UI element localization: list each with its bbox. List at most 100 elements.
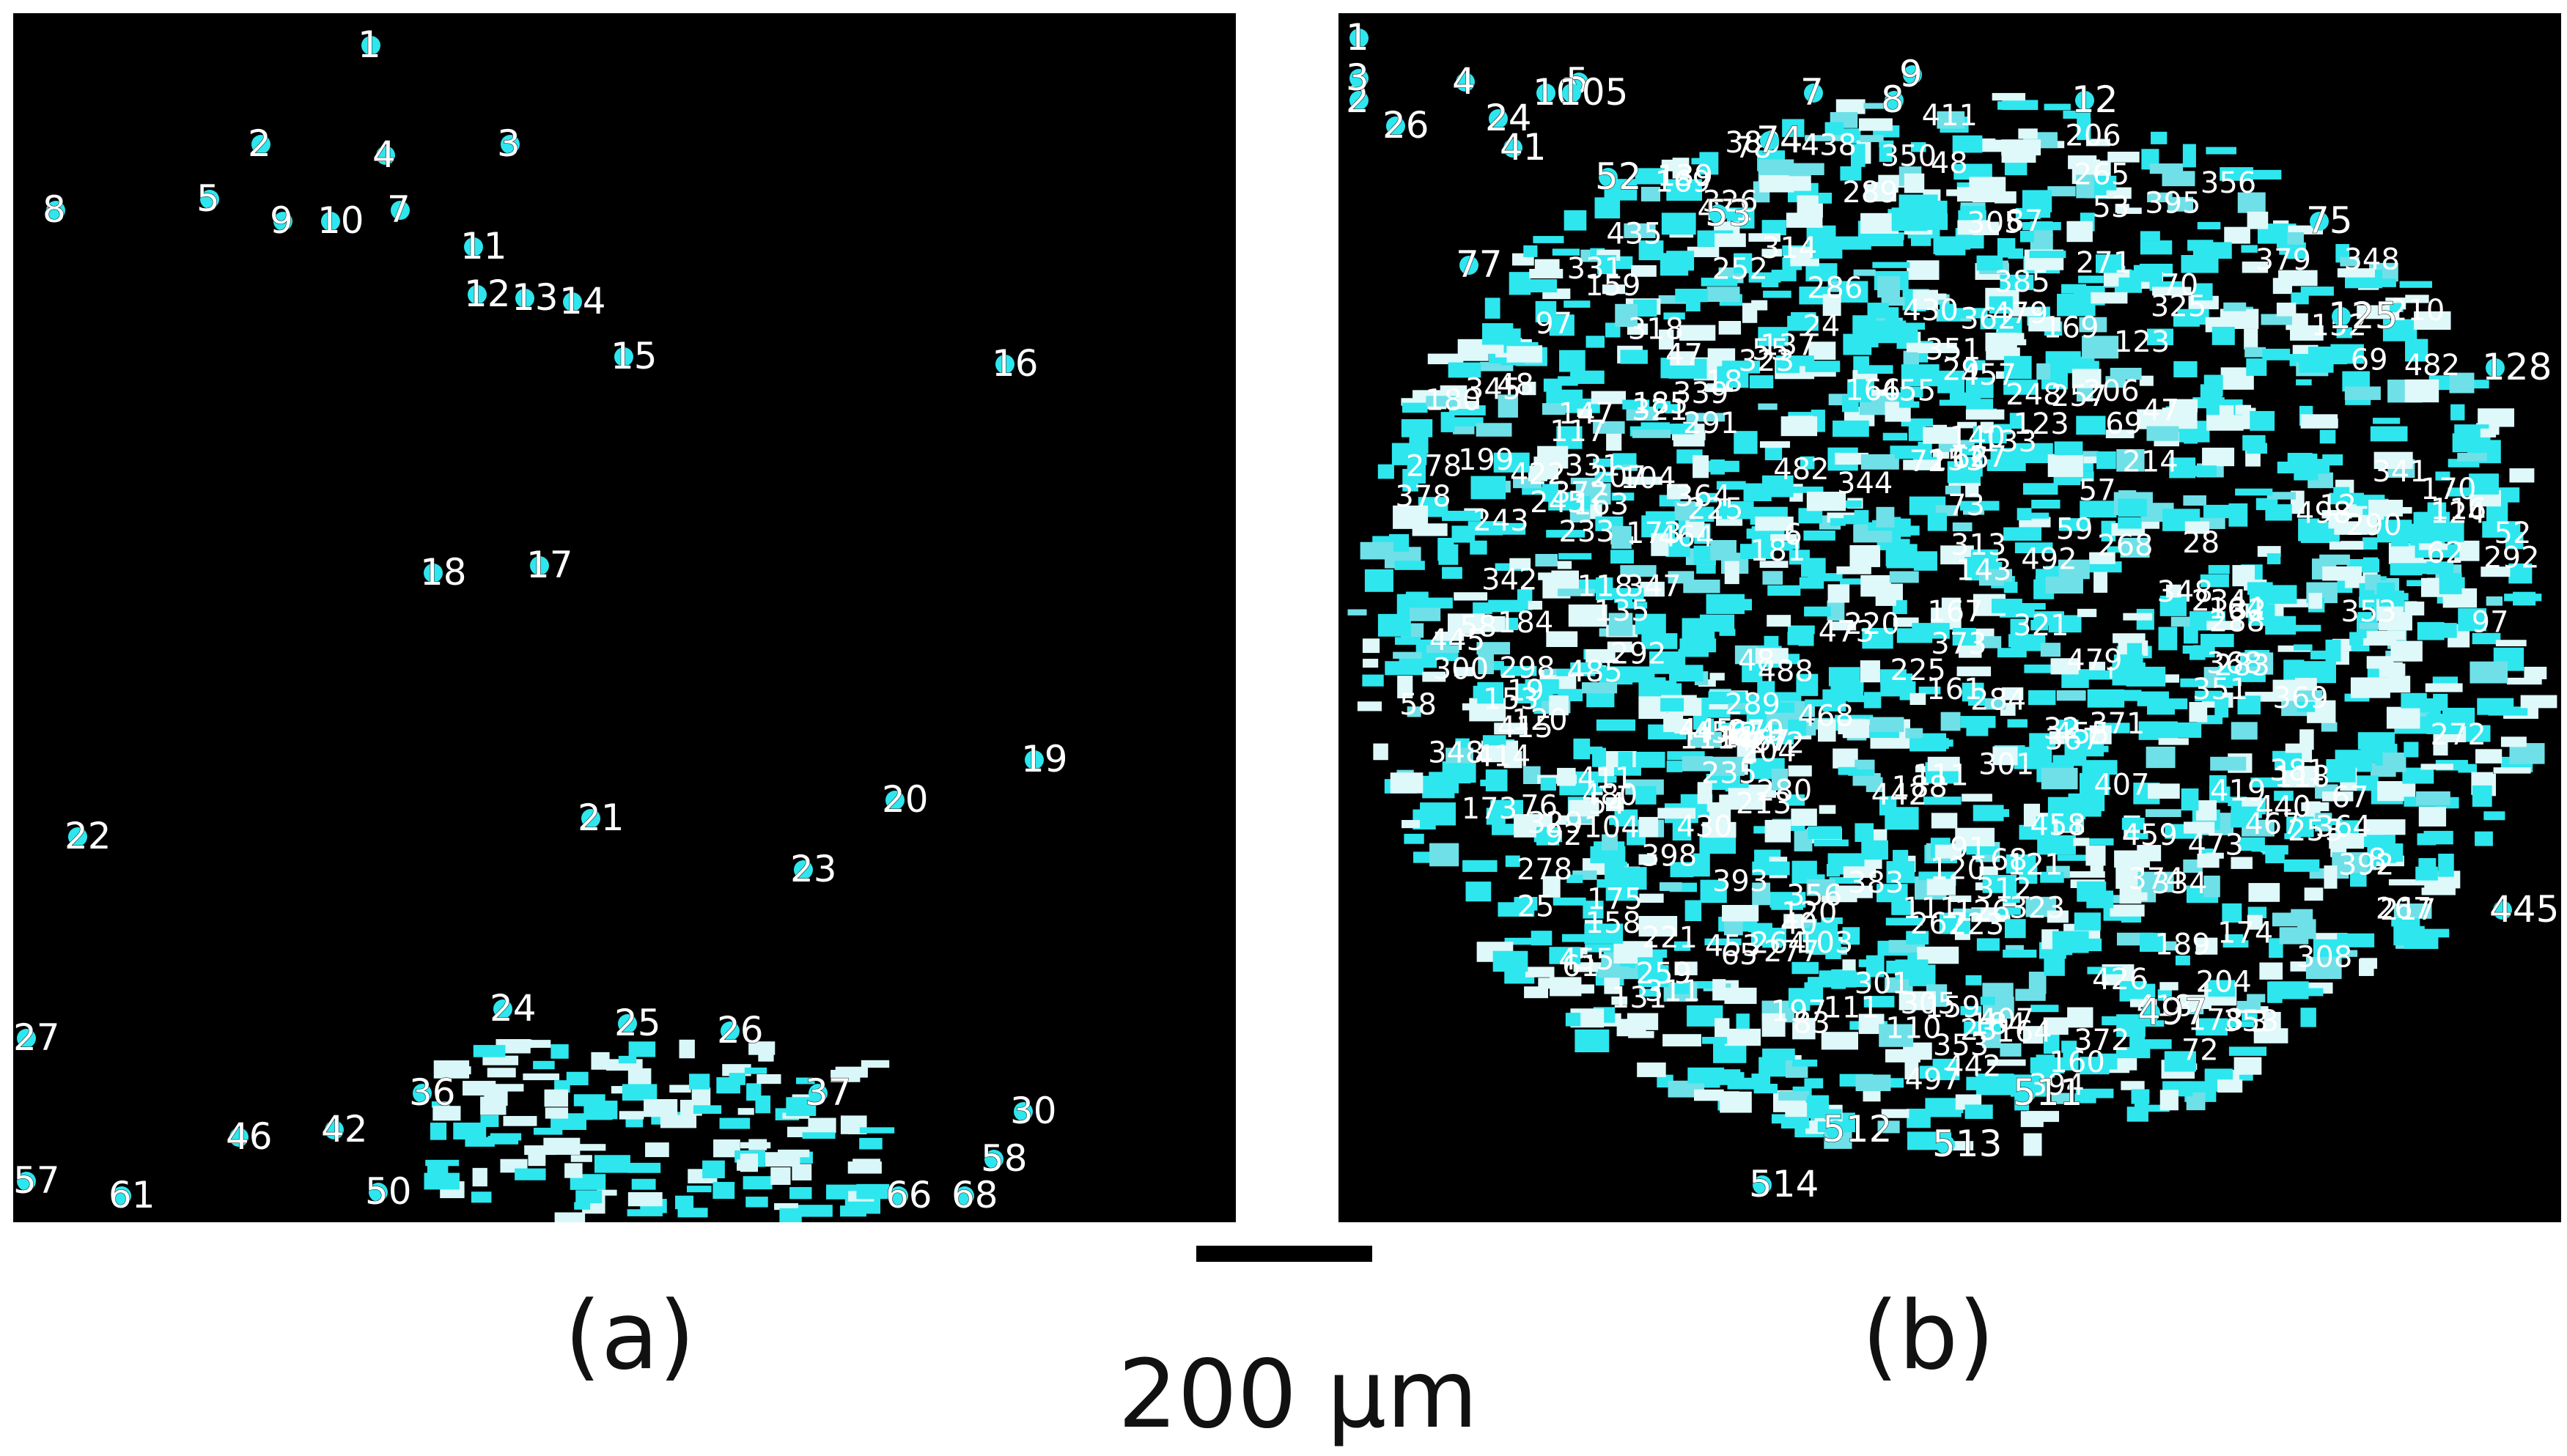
mass-fragment bbox=[2148, 783, 2180, 799]
mass-number-texture: 291 bbox=[1683, 407, 1739, 440]
mass-fragment bbox=[2202, 448, 2234, 466]
mass-fragment bbox=[1814, 840, 1849, 846]
mass-fragment bbox=[1849, 545, 1880, 567]
mass-fragment bbox=[1462, 860, 1497, 872]
mass-fragment bbox=[2091, 865, 2104, 877]
cell-number-label: 497 bbox=[2137, 991, 2207, 1033]
mass-number-texture: 72 bbox=[2181, 1034, 2219, 1068]
cluster-fragment bbox=[453, 1123, 486, 1139]
mass-number-texture: 459 bbox=[2121, 818, 2177, 852]
cluster-fragment bbox=[859, 1138, 883, 1150]
mass-fragment bbox=[2228, 503, 2247, 527]
cell-number-label: 1 bbox=[1346, 16, 1369, 59]
mass-fragment bbox=[1966, 410, 2004, 420]
mass-fragment bbox=[1992, 93, 2025, 100]
cell-number-label: 52 bbox=[1595, 155, 1642, 198]
mass-fragment bbox=[1830, 518, 1846, 525]
cluster-fragment bbox=[644, 1099, 677, 1117]
mass-number-texture: 395 bbox=[2145, 187, 2200, 221]
mass-number-texture: 473 bbox=[1819, 616, 1874, 649]
cluster-fragment bbox=[570, 1144, 605, 1150]
mass-number-texture: 24 bbox=[1802, 309, 1840, 343]
mass-number-texture: 331 bbox=[1565, 449, 1621, 483]
cluster-fragment bbox=[745, 1068, 767, 1074]
mass-fragment bbox=[1786, 213, 1823, 228]
mass-fragment bbox=[1362, 675, 1383, 687]
mass-number-texture: 243 bbox=[1473, 504, 1528, 538]
mass-number-texture: 468 bbox=[1798, 700, 1854, 733]
mass-fragment bbox=[1482, 323, 1513, 344]
mass-fragment bbox=[2140, 240, 2172, 254]
mass-number-texture: 430 bbox=[1903, 294, 1959, 328]
mass-fragment bbox=[2324, 865, 2337, 889]
mass-fragment bbox=[2402, 768, 2434, 784]
mass-number-texture: 47 bbox=[1665, 339, 1703, 372]
mass-fragment bbox=[1693, 455, 1709, 478]
cell-number-label: 14 bbox=[559, 280, 606, 322]
mass-number-texture: 158 bbox=[1585, 906, 1640, 940]
mass-fragment bbox=[2194, 465, 2217, 476]
mass-number-texture: 289 bbox=[1842, 176, 1898, 210]
mass-number-texture: 159 bbox=[1585, 269, 1640, 303]
mass-fragment bbox=[2028, 690, 2055, 705]
mass-number-texture: 280 bbox=[1756, 774, 1812, 808]
mass-number-texture: 97 bbox=[1535, 307, 1572, 341]
mass-number-texture: 364 bbox=[1675, 479, 1731, 513]
cluster-fragment bbox=[745, 1197, 767, 1207]
mass-fragment bbox=[1566, 1013, 1580, 1026]
mass-fragment bbox=[1844, 515, 1862, 525]
mass-number-texture: 68 bbox=[1990, 843, 2028, 877]
cell-number-label: 30 bbox=[1010, 1090, 1057, 1132]
cell-number-label: 27 bbox=[13, 1016, 60, 1059]
mass-fragment bbox=[1558, 561, 1572, 569]
mass-number-texture: 259 bbox=[1636, 957, 1692, 991]
mass-fragment bbox=[1751, 300, 1767, 311]
cluster-fragment bbox=[689, 1073, 710, 1089]
cluster-fragment bbox=[743, 1176, 773, 1189]
mass-fragment bbox=[1893, 850, 1908, 865]
mass-fragment bbox=[1966, 975, 1982, 986]
mass-number-texture: 69 bbox=[2105, 407, 2143, 441]
mass-fragment bbox=[2135, 1098, 2148, 1110]
mass-fragment bbox=[1637, 1063, 1666, 1077]
mass-fragment bbox=[2041, 768, 2078, 789]
mass-number-texture: 497 bbox=[1905, 1063, 1961, 1096]
cluster-fragment bbox=[534, 1128, 562, 1135]
mass-fragment bbox=[2041, 643, 2060, 657]
mass-number-texture: 458 bbox=[2030, 809, 2086, 843]
mass-fragment bbox=[2083, 457, 2098, 463]
cluster-fragment bbox=[533, 1061, 555, 1069]
mass-number-texture: 53 bbox=[2092, 191, 2129, 224]
mass-fragment bbox=[1669, 665, 1703, 681]
mass-fragment bbox=[1531, 931, 1553, 945]
cluster-fragment bbox=[503, 1116, 537, 1126]
mass-number-texture: 111 bbox=[1902, 892, 1958, 925]
mass-fragment bbox=[2303, 454, 2317, 476]
mass-fragment bbox=[1395, 637, 1421, 645]
cell-number-label: 2 bbox=[248, 122, 271, 165]
cluster-fragment bbox=[474, 1045, 506, 1057]
mass-fragment bbox=[1551, 571, 1579, 589]
cluster-fragment bbox=[687, 1186, 712, 1192]
cell-number-label: 21 bbox=[578, 797, 625, 839]
mass-fragment bbox=[1700, 615, 1734, 632]
mass-fragment bbox=[2405, 380, 2439, 402]
mass-fragment bbox=[2322, 566, 2362, 581]
mass-number-texture: 164 bbox=[1996, 1015, 2052, 1049]
mass-number-texture: 342 bbox=[1481, 563, 1537, 596]
mass-fragment bbox=[1639, 894, 1663, 903]
mass-fragment bbox=[1639, 817, 1658, 838]
mass-fragment bbox=[1768, 223, 1785, 232]
cluster-fragment bbox=[545, 1090, 568, 1107]
mass-number-texture: 271 bbox=[2076, 246, 2132, 280]
mass-fragment bbox=[2356, 686, 2377, 695]
mass-number-texture: 166 bbox=[1845, 374, 1901, 407]
mass-fragment bbox=[2203, 505, 2231, 518]
cluster-fragment bbox=[487, 1068, 516, 1077]
cell-number-label: 66 bbox=[885, 1174, 932, 1216]
mass-fragment bbox=[2151, 132, 2167, 144]
mass-fragment bbox=[1833, 748, 1858, 768]
cluster-fragment bbox=[758, 1054, 773, 1062]
mass-fragment bbox=[1402, 419, 1432, 437]
mass-fragment bbox=[1678, 649, 1709, 657]
